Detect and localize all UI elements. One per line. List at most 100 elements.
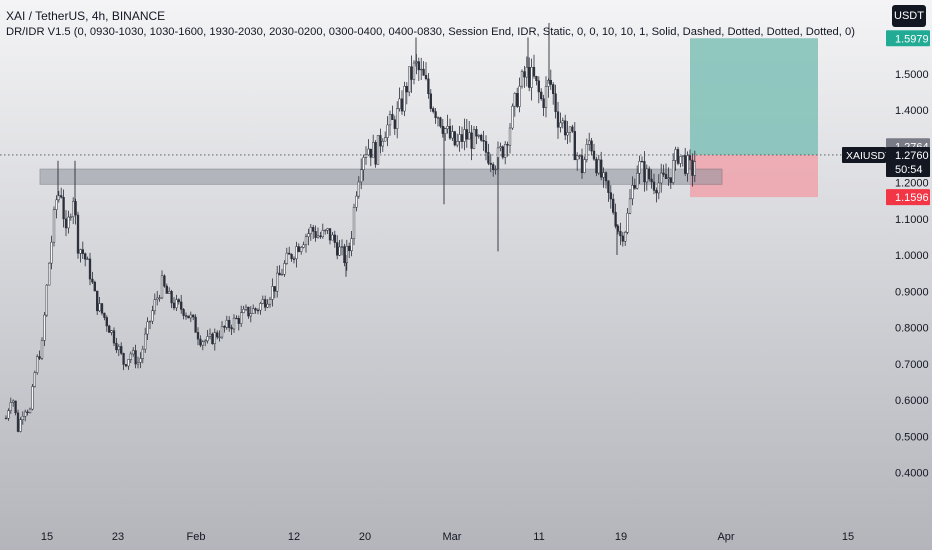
candle <box>573 122 576 161</box>
candle-body <box>84 253 87 260</box>
candle-body <box>273 286 276 292</box>
candle-body <box>388 114 392 126</box>
candle <box>232 314 236 333</box>
candle <box>470 125 473 161</box>
candle-body <box>523 71 526 78</box>
candle-body <box>98 303 101 312</box>
candle <box>597 154 600 175</box>
candle-body <box>312 227 315 232</box>
candle <box>400 90 404 115</box>
candle-body <box>376 135 380 165</box>
candle-body <box>192 314 195 318</box>
candle <box>122 352 125 371</box>
candle-body <box>127 359 130 367</box>
candle-body <box>396 108 399 129</box>
candle <box>216 330 219 340</box>
candle <box>655 187 658 203</box>
candle <box>151 305 154 325</box>
candle <box>688 149 692 170</box>
candle <box>355 191 358 212</box>
candle-body <box>484 141 488 153</box>
candle <box>453 130 456 147</box>
price-tick-label: 0.7000 <box>895 359 929 371</box>
candle-body <box>417 61 420 71</box>
candle-body <box>48 262 51 286</box>
candle-body <box>252 308 255 314</box>
candle <box>91 271 94 284</box>
candle-body <box>196 332 200 340</box>
candle-body <box>168 291 171 294</box>
candle-body <box>511 105 514 129</box>
currency-button[interactable]: USDT <box>892 5 926 27</box>
candle <box>345 239 348 271</box>
candle-body <box>552 84 555 95</box>
candle-body <box>364 154 368 158</box>
candle-body <box>213 332 216 345</box>
candle-body <box>326 228 329 231</box>
candle <box>148 320 152 330</box>
price-tick-label: 0.8000 <box>895 323 929 335</box>
candle <box>444 127 447 141</box>
candle-body <box>367 148 370 156</box>
candle-body <box>624 232 627 242</box>
candle <box>554 84 557 119</box>
candle-body <box>530 66 533 88</box>
candle-body <box>254 308 257 311</box>
candle <box>26 409 29 416</box>
candle <box>249 306 252 323</box>
candle-body <box>420 68 423 71</box>
candle <box>192 314 195 321</box>
candle-body <box>24 411 27 417</box>
candle-body <box>232 317 236 330</box>
candle <box>525 56 528 87</box>
candle-body <box>295 246 298 260</box>
candle <box>7 408 10 421</box>
candle-body <box>391 114 394 120</box>
candle-body <box>535 76 538 82</box>
candle-body <box>276 272 279 292</box>
candle <box>458 125 461 152</box>
candle <box>218 330 221 342</box>
candle <box>252 304 255 315</box>
candle <box>460 126 464 149</box>
candle <box>264 295 267 311</box>
indicator-legend[interactable]: DR/IDR V1.5 (0, 0930-1030, 1030-1600, 19… <box>6 26 855 38</box>
candle <box>686 151 689 182</box>
candle-body <box>177 299 180 303</box>
candle <box>288 246 291 255</box>
candle-body <box>554 93 557 112</box>
candle <box>504 141 507 165</box>
price-tick-label: 1.1000 <box>895 214 929 226</box>
time-tick-label: 15 <box>41 531 53 543</box>
candle <box>4 415 8 420</box>
candle-body <box>691 159 694 176</box>
candle-body <box>672 160 675 183</box>
candle-body <box>427 78 430 95</box>
candle-body <box>405 86 408 93</box>
price-tick-label: 0.5000 <box>895 431 929 443</box>
candle-body <box>357 181 360 197</box>
candle-body <box>446 125 449 130</box>
candle <box>175 294 178 311</box>
candle-body <box>580 155 584 173</box>
candle <box>657 174 660 200</box>
candle <box>412 60 416 85</box>
stop-badge: 1.1596 <box>886 189 930 206</box>
candle-body <box>345 245 348 264</box>
candle <box>50 235 53 270</box>
candle-body <box>542 98 545 108</box>
candle <box>417 57 420 81</box>
symbol-title[interactable]: XAI / TetherUS, 4h, BINANCE <box>6 9 166 23</box>
candle-body <box>684 155 687 174</box>
candle <box>153 293 156 315</box>
candle-body <box>492 164 495 170</box>
candle <box>530 58 533 101</box>
candle-body <box>468 132 471 140</box>
candle <box>532 54 536 79</box>
last-price-badge: XAIUSDT 1.2760 50:54 <box>842 146 930 177</box>
candle-body <box>369 148 372 158</box>
candle-body <box>321 230 324 238</box>
candle-body <box>187 315 190 319</box>
time-tick-label: 12 <box>288 531 300 543</box>
